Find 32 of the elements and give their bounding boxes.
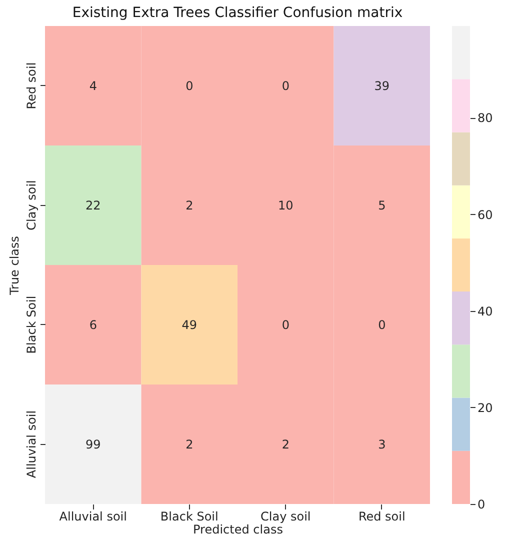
color-bar-label: 60 [478,208,493,222]
color-bar-label: 20 [478,400,493,415]
data-label: 0 [282,318,290,332]
x-axis-title: Predicted class [193,522,283,536]
x-tick-label: Black Soil [160,510,218,524]
x-tick-label: Clay soil [260,510,311,524]
y-tick-label: Black Soil [24,296,38,354]
data-label: 3 [378,437,386,452]
data-label: 22 [85,198,101,212]
data-label: 99 [85,437,101,452]
data-label: 2 [282,437,290,452]
data-label: 4 [89,78,97,93]
y-tick-label: Red soil [24,62,38,110]
y-tick-label: Alluvial soil [24,410,38,478]
data-label: 6 [89,318,97,332]
data-label: 2 [186,437,194,452]
x-tick-label: Alluvial soil [59,510,127,524]
x-tick-label: Red soil [358,510,406,524]
color-bar-label: 40 [478,304,493,318]
y-axis-title: True class [8,236,22,296]
data-label: 10 [278,198,294,212]
data-label: 49 [182,318,198,332]
chart-title: Existing Extra Trees Classifier Confusion matrix [72,5,403,21]
data-label: 0 [378,318,386,332]
color-bar-label: 80 [478,111,493,126]
data-label: 39 [374,78,390,93]
data-label: 5 [378,198,386,212]
data-label: 0 [186,78,194,93]
data-label: 2 [186,198,194,212]
data-label: 0 [282,78,290,93]
color-bar-label: 0 [478,498,486,512]
y-tick-label: Clay soil [24,180,38,230]
